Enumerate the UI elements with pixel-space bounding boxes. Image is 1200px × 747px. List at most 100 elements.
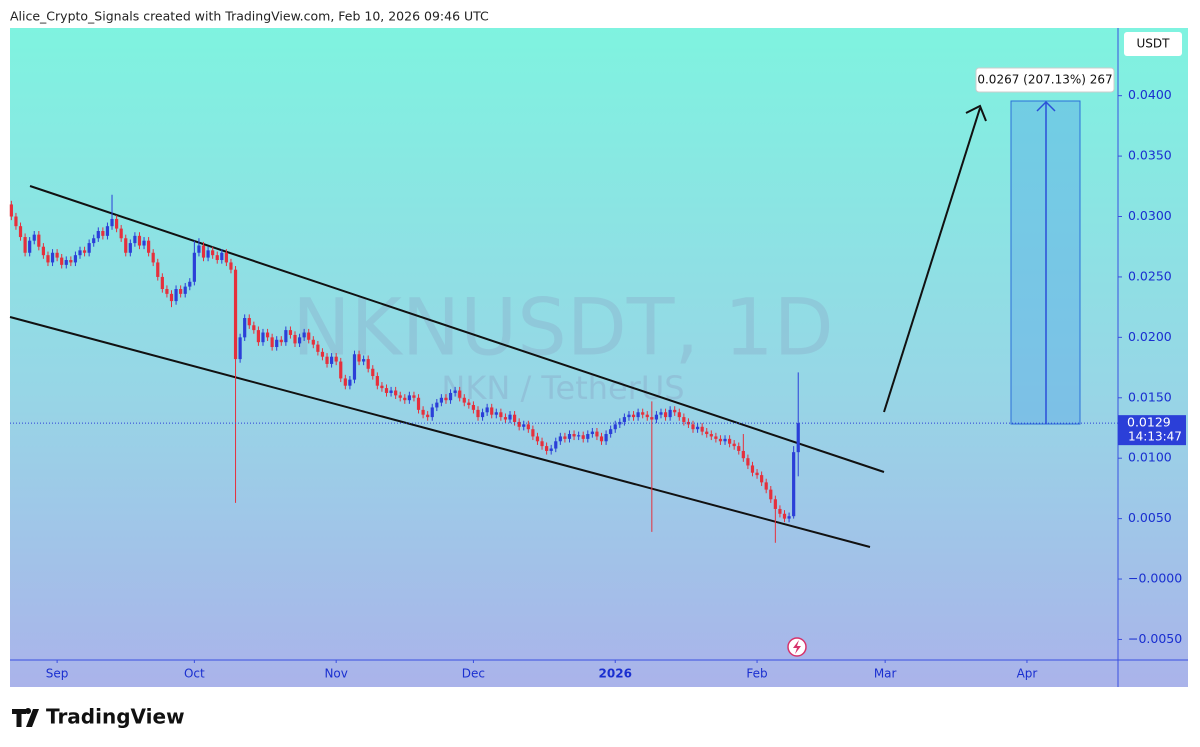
- candle-body: [728, 438, 732, 444]
- candle-body: [92, 238, 96, 244]
- candle-body: [709, 434, 713, 437]
- candle-body: [270, 337, 274, 348]
- y-tick-label: 0.0400: [1128, 87, 1172, 102]
- candle-body: [18, 226, 23, 238]
- x-tick-label: Nov: [324, 667, 347, 681]
- candle-body: [334, 356, 338, 362]
- logo-icon: [12, 708, 39, 727]
- y-tick-label: 0.0350: [1128, 148, 1172, 163]
- candle-body: [343, 378, 347, 386]
- candle-body: [673, 409, 677, 413]
- candle-body: [636, 412, 640, 418]
- candle-body: [796, 423, 800, 453]
- candle-body: [174, 289, 178, 302]
- candle-body: [366, 359, 370, 369]
- candle-body: [252, 325, 256, 331]
- y-tick-label: 0.0150: [1128, 389, 1172, 404]
- candle-body: [682, 417, 686, 422]
- candle-body: [220, 252, 224, 261]
- arrow-head[interactable]: [965, 104, 987, 122]
- candle-body: [41, 246, 45, 256]
- candle-body: [769, 489, 773, 500]
- candle-body: [96, 231, 100, 239]
- candle-body: [37, 234, 41, 247]
- x-tick-label: Apr: [1017, 667, 1038, 681]
- candle-body: [512, 414, 517, 422]
- candle-body: [55, 252, 59, 258]
- candle-body: [224, 252, 228, 263]
- candle-body: [73, 255, 78, 263]
- candle-body: [764, 482, 768, 490]
- candle-body: [439, 397, 443, 403]
- candle-body: [663, 412, 668, 418]
- candle-body: [275, 339, 279, 348]
- candle-body: [60, 257, 64, 265]
- candle-body: [723, 438, 727, 442]
- candle-body: [339, 361, 343, 379]
- candle-body: [732, 443, 736, 447]
- currency-box[interactable]: [1124, 32, 1182, 56]
- candle-body: [320, 351, 325, 357]
- candle-body: [137, 235, 142, 246]
- candle-body: [188, 281, 192, 287]
- candle-body: [380, 385, 384, 389]
- candle-body: [82, 250, 87, 253]
- last-price-label: 0.0129: [1127, 415, 1171, 430]
- candle-body: [467, 402, 471, 406]
- y-tick-label: 0.0200: [1128, 329, 1172, 344]
- candle-body: [535, 436, 540, 442]
- candle-body: [462, 397, 466, 403]
- candle-body: [357, 354, 361, 362]
- candle-body: [650, 417, 654, 420]
- candle-body: [69, 260, 73, 263]
- arrow-line[interactable]: [883, 107, 981, 413]
- currency-label[interactable]: USDT: [1137, 37, 1171, 51]
- x-tick-label: Oct: [184, 667, 205, 681]
- last-price-box: [1118, 415, 1186, 446]
- header-text: Alice_Crypto_Signals created with Tradin…: [10, 9, 489, 24]
- candle-body: [631, 414, 636, 418]
- candle-body: [700, 426, 704, 432]
- candle-body: [435, 402, 439, 408]
- candle-body: [577, 435, 581, 437]
- upper-trendline[interactable]: [29, 185, 885, 473]
- candle-body: [782, 513, 787, 519]
- y-tick-label: 0.0250: [1128, 268, 1172, 283]
- candle-body: [288, 330, 293, 335]
- candle-body: [243, 318, 247, 338]
- candle-body: [64, 260, 68, 265]
- lower-trendline[interactable]: [9, 316, 871, 548]
- candle-body: [554, 441, 558, 449]
- candle-body: [279, 339, 283, 343]
- candle-body: [101, 231, 105, 236]
- candle-body: [247, 318, 251, 326]
- candle-body: [32, 234, 36, 241]
- candle-body: [545, 446, 549, 451]
- candle-body: [792, 452, 796, 517]
- candle-body: [499, 412, 503, 418]
- x-tick-label: Feb: [746, 667, 767, 681]
- candle-body: [458, 390, 462, 398]
- candle-body: [407, 395, 411, 401]
- candle-body: [654, 414, 659, 420]
- candle-body: [28, 240, 32, 253]
- candle-body: [737, 446, 741, 451]
- candle-body: [718, 438, 723, 442]
- candle-body: [659, 412, 663, 415]
- candle-body: [522, 424, 526, 427]
- watermark-subtitle: NKN / TetherUS: [441, 369, 684, 407]
- candle-body: [746, 458, 750, 466]
- countdown-label: 14:13:47: [1128, 430, 1182, 444]
- candle-body: [677, 412, 681, 418]
- candle-body: [325, 356, 329, 364]
- candle-body: [526, 424, 530, 430]
- candle-body: [23, 237, 27, 253]
- candle-body: [156, 262, 160, 277]
- candle-body: [426, 414, 430, 418]
- candle-body: [398, 395, 402, 398]
- candle-body: [233, 269, 238, 360]
- candle-body: [599, 436, 604, 442]
- candle-body: [211, 250, 215, 256]
- candle-body: [412, 395, 416, 398]
- candle-body: [705, 431, 709, 435]
